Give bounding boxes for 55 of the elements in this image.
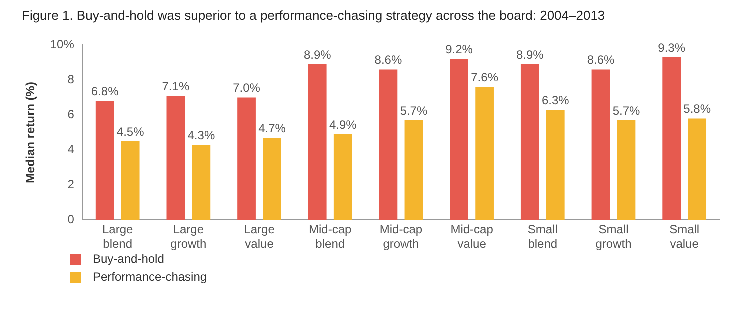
bar [520,64,540,220]
x-tick-label: Large blend [102,222,134,252]
x-tick-label: Mid-cap growth [380,222,423,252]
data-label: 7.0% [233,81,261,96]
legend-label: Performance-chasing [93,270,208,284]
data-label: 9.3% [658,40,686,55]
y-tick-label: 2 [68,178,75,192]
bar [121,141,140,220]
chart-title: Figure 1. Buy-and-hold was superior to a performance-chasing strategy across the board: 2004–2013 [22,8,606,23]
bar [334,134,352,220]
data-label: 9.2% [446,42,474,57]
x-tick-label: Mid-cap blend [309,222,352,252]
bar [238,98,256,220]
bar [404,120,424,220]
data-label: 4.5% [116,124,145,139]
data-label: 6.8% [91,84,120,99]
data-label: 6.3% [542,93,570,108]
x-tick-label: Small growth [596,222,632,252]
y-tick-label: 6 [68,108,75,122]
x-tick-label: Large growth [170,222,207,252]
bar [688,118,707,220]
bar [166,96,186,220]
data-label: 8.9% [304,48,332,62]
y-axis-title: Median return (%) [24,82,38,184]
x-tick-label: Small value [670,222,700,252]
bar [662,57,682,220]
bar [617,120,636,220]
bar [96,101,114,220]
bar [308,64,327,220]
y-tick-label: 8 [68,72,75,87]
data-label: 7.1% [162,79,190,94]
y-tick-label: 10% [50,38,75,52]
y-tick-label: 4 [68,142,75,157]
bar [192,144,211,220]
x-tick-label: Small blend [528,222,558,252]
x-tick-label: Large value [244,222,276,252]
x-tick-label: Mid-cap value [450,222,494,252]
bar [476,87,494,220]
data-label: 4.7% [258,121,286,136]
data-label: 5.7% [612,104,640,118]
bar [546,110,565,220]
data-label: 5.7% [400,104,428,118]
data-label: 8.6% [374,53,402,68]
bar [263,138,282,220]
bar [450,59,468,220]
bar [592,70,610,220]
data-label: 8.9% [516,48,544,62]
data-label: 4.3% [188,128,216,142]
legend-label: Buy-and-hold [93,252,164,266]
data-label: 5.8% [684,102,712,116]
data-label: 7.6% [471,70,499,85]
y-tick-label: 0 [68,212,75,227]
data-label: 8.6% [587,53,615,68]
bar [379,70,398,220]
data-label: 4.9% [329,118,358,132]
